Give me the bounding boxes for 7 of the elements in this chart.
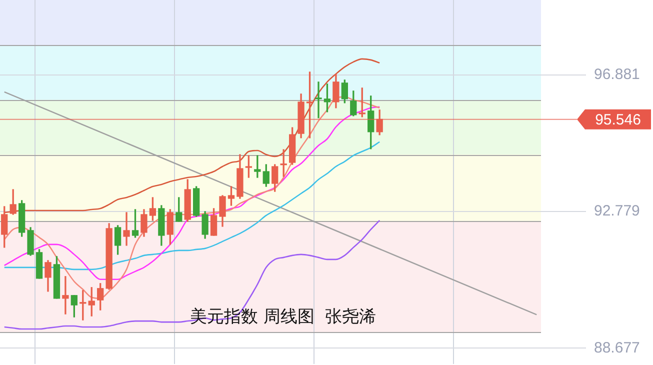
y-tick-label: 88.677	[594, 339, 640, 356]
candlestick	[245, 155, 252, 178]
y-tick-label: 92.779	[594, 202, 640, 220]
y-tick-label: 96.881	[594, 66, 640, 84]
line-series	[4, 220, 380, 330]
ref-line-label: 95.546	[595, 112, 641, 128]
line-series	[4, 58, 380, 214]
